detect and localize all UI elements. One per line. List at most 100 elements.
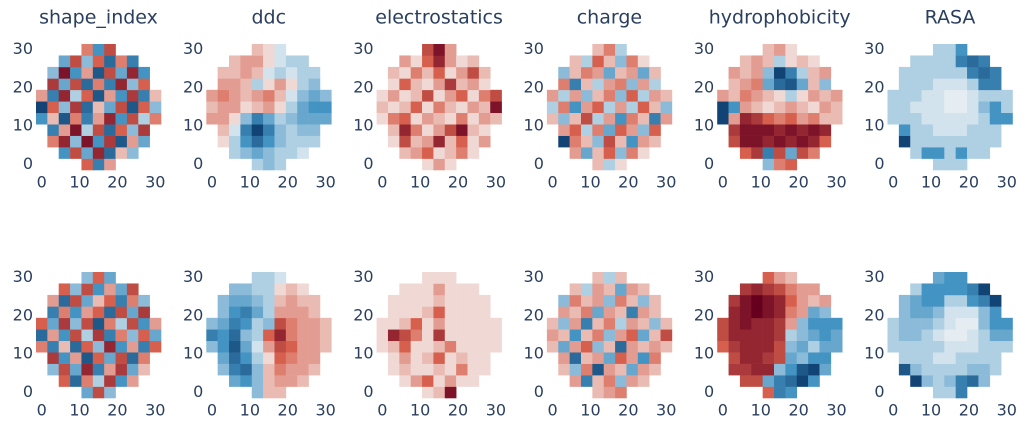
- heatmap-cell: [910, 147, 922, 159]
- heatmap-cell: [285, 147, 298, 159]
- heatmap-cell: [467, 340, 480, 353]
- heatmap-cell: [104, 283, 116, 296]
- heatmap-cell: [274, 317, 287, 330]
- heatmap-cell: [217, 363, 230, 376]
- heatmap-cell: [978, 352, 991, 364]
- heatmap-cell: [932, 101, 945, 114]
- x-tick-label: 20: [959, 173, 979, 192]
- heatmap-cell: [149, 101, 162, 114]
- heatmap-cell: [297, 89, 309, 102]
- heatmap-cell: [47, 101, 60, 114]
- heatmap-cell: [774, 147, 786, 159]
- heatmap-cell: [285, 329, 298, 342]
- y-tick-label: 30: [183, 39, 203, 58]
- heatmap-cell: [774, 352, 786, 364]
- heatmap-cell: [319, 112, 332, 125]
- heatmap-cell: [955, 135, 968, 148]
- heatmap-cell: [433, 352, 446, 364]
- y-tick-label: 10: [13, 116, 33, 135]
- heatmap-cell: [580, 306, 593, 319]
- heatmap-cell: [387, 317, 400, 330]
- heatmap-cell: [297, 55, 309, 68]
- heatmap-cell: [115, 317, 128, 330]
- heatmap-cell: [819, 329, 832, 342]
- heatmap-cell: [285, 78, 298, 91]
- heatmap-cell: [444, 306, 457, 319]
- heatmap-cell: [285, 306, 298, 319]
- heatmap-cell: [444, 89, 457, 102]
- heatmap-cell: [251, 352, 264, 364]
- heatmap-cell: [774, 44, 786, 56]
- heatmap-cell: [944, 363, 956, 376]
- heatmap-cell: [490, 340, 502, 353]
- heatmap-cell: [921, 340, 934, 353]
- heatmap-cell: [955, 283, 968, 296]
- heatmap-cell: [785, 44, 798, 56]
- heatmap-cell: [92, 272, 105, 284]
- heatmap-cell: [104, 135, 116, 148]
- heatmap-cell: [81, 306, 94, 319]
- heatmap-cell: [751, 89, 763, 102]
- heatmap-cell: [774, 66, 786, 79]
- heatmap-cell: [569, 66, 582, 79]
- heatmap-cell: [728, 317, 741, 330]
- x-tick-label: 30: [486, 401, 506, 418]
- heatmap-cell: [898, 352, 911, 364]
- heatmap-cell: [978, 55, 991, 68]
- heatmap-cell: [251, 78, 264, 91]
- heatmap-cell: [444, 55, 457, 68]
- heatmap-cell: [603, 294, 616, 307]
- heatmap-cell: [422, 147, 434, 159]
- heatmap-cell: [808, 78, 820, 91]
- x-tick-label: 20: [107, 401, 127, 418]
- heatmap-cell: [932, 89, 945, 102]
- heatmap-cell: [774, 317, 786, 330]
- heatmap-cell: [615, 386, 627, 399]
- heatmap-cell: [955, 386, 968, 399]
- heatmap-cell: [796, 363, 809, 376]
- heatmap-cell: [422, 55, 434, 68]
- heatmap-cell: [546, 101, 559, 114]
- heatmap-cell: [774, 135, 786, 148]
- y-tick-label: 10: [524, 116, 544, 135]
- heatmap-cell: [58, 112, 71, 125]
- heatmap-cell: [615, 89, 627, 102]
- y-tick-label: 0: [23, 154, 33, 173]
- heatmap-cell: [785, 135, 798, 148]
- heatmap-cell: [649, 294, 661, 307]
- heatmap-cell: [603, 375, 616, 387]
- heatmap-cell: [217, 89, 230, 102]
- heatmap-cell: [433, 135, 446, 148]
- heatmap-cell: [569, 283, 582, 296]
- heatmap-cell: [410, 55, 423, 68]
- heatmap-cell: [626, 55, 639, 68]
- heatmap-cell: [1001, 317, 1013, 330]
- heatmap-cell: [104, 112, 116, 125]
- heatmap-cell: [410, 112, 423, 125]
- heatmap-cell: [808, 294, 820, 307]
- y-tick-label: 0: [534, 154, 544, 173]
- heatmap-cell: [819, 66, 832, 79]
- heatmap-cell: [297, 124, 309, 136]
- heatmap-cell: [70, 283, 82, 296]
- heatmap-cell: [251, 363, 264, 376]
- heatmap-cell: [47, 340, 60, 353]
- heatmap-cell: [626, 89, 639, 102]
- heatmap-cell: [580, 135, 593, 148]
- heatmap-cell: [637, 55, 650, 68]
- heatmap-cell: [932, 340, 945, 353]
- heatmap-cell: [149, 317, 162, 330]
- heatmap-cell: [751, 78, 763, 91]
- heatmap-cell: [126, 66, 139, 79]
- heatmap-cell: [921, 66, 934, 79]
- heatmap-cell: [580, 66, 593, 79]
- heatmap-cell: [546, 89, 559, 102]
- heatmap-cell: [558, 340, 570, 353]
- heatmap-cell: [569, 55, 582, 68]
- heatmap-cell: [285, 124, 298, 136]
- heatmap-cell: [274, 101, 287, 114]
- heatmap-cell: [774, 101, 786, 114]
- heatmap-cell: [808, 124, 820, 136]
- heatmap-cell: [603, 89, 616, 102]
- heatmap-cell: [376, 317, 389, 330]
